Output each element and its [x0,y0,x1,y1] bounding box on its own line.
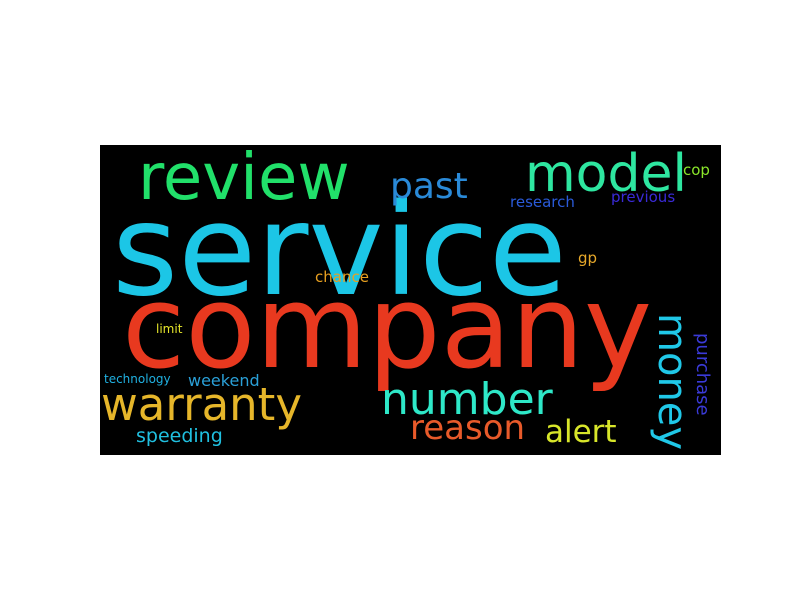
word-number: number [381,374,553,425]
word-previous: previous [611,188,676,206]
word-warranty: warranty [101,378,302,431]
word-chance: chance [315,268,369,286]
word-alert: alert [545,414,617,450]
word-purchase: purchase [692,333,713,416]
word-limit: limit [156,322,183,336]
word-speeding: speeding [136,425,223,447]
word-research: research [510,193,575,211]
word-technology: technology [104,372,171,386]
word-cop: cop [683,161,710,179]
word-past: past [390,166,468,207]
word-reason: reason [410,408,526,448]
word-gp: gp [578,249,598,267]
word-service: service [112,176,567,324]
word-model: model [525,145,687,204]
word-weekend: weekend [188,371,260,390]
word-money: money [649,313,695,451]
word-review: review [138,145,350,215]
word-company: company [122,261,653,395]
word-cloud: service company review model past warran… [100,145,721,455]
